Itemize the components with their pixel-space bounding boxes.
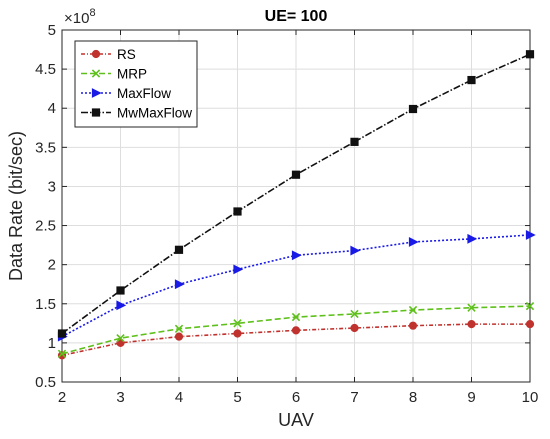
y-tick-label: 2 xyxy=(48,257,56,274)
data-point xyxy=(57,349,67,359)
data-point xyxy=(350,245,361,256)
x-tick-label: 9 xyxy=(467,389,475,406)
data-point xyxy=(467,233,478,244)
series-mwmaxflow xyxy=(57,50,535,338)
data-point xyxy=(233,329,242,338)
data-point xyxy=(408,104,418,114)
x-tick-label: 4 xyxy=(175,389,183,406)
data-point xyxy=(525,320,535,329)
data-point xyxy=(174,245,184,254)
x-tick-label: 8 xyxy=(409,389,417,406)
data-point xyxy=(116,300,127,311)
data-point xyxy=(525,230,536,240)
data-point xyxy=(57,329,67,338)
x-tick-label: 5 xyxy=(233,389,241,406)
y-tick-label: 4 xyxy=(48,100,56,117)
data-point xyxy=(91,49,101,59)
data-point xyxy=(291,312,301,322)
y-tick-label: 2.5 xyxy=(35,218,56,235)
data-point xyxy=(91,108,101,117)
data-point xyxy=(174,324,184,333)
data-point xyxy=(116,334,125,343)
data-point xyxy=(467,320,476,329)
legend-label: RS xyxy=(117,47,136,62)
x-tick-label: 10 xyxy=(522,389,539,406)
x-tick-label: 6 xyxy=(292,389,300,406)
y-tick-label: 3 xyxy=(48,178,56,195)
y-multiplier-exponent: 8 xyxy=(89,7,95,19)
data-point xyxy=(525,301,535,311)
legend: RS MRP MaxFlow MwMaxFlow xyxy=(74,40,198,128)
data-point xyxy=(408,305,418,315)
data-point xyxy=(174,332,184,341)
y-axis-title: Data Rate (bit/sec) xyxy=(6,131,26,281)
legend-label: MaxFlow xyxy=(117,86,171,101)
data-point xyxy=(408,237,419,247)
data-point xyxy=(291,170,301,179)
series-mrp xyxy=(57,301,535,359)
legend-item: MwMaxFlow xyxy=(81,106,192,121)
data-point xyxy=(291,250,302,261)
y-tick-label: 1.5 xyxy=(35,296,56,313)
y-multiplier: ×108 xyxy=(64,7,96,27)
data-point xyxy=(233,319,242,328)
legend-item: MaxFlow xyxy=(81,86,171,101)
y-tick-label: 3.5 xyxy=(35,139,56,156)
series-layer xyxy=(57,50,536,360)
data-point xyxy=(91,69,101,78)
data-point xyxy=(174,279,185,290)
data-point xyxy=(467,303,476,312)
data-point xyxy=(91,88,102,98)
data-point xyxy=(408,321,418,330)
legend-label: MRP xyxy=(117,67,147,82)
data-point xyxy=(350,323,359,333)
legend-item: MRP xyxy=(81,67,147,82)
x-tick-label: 2 xyxy=(58,389,66,406)
data-point xyxy=(233,207,242,216)
x-tick-label: 3 xyxy=(116,389,124,406)
y-multiplier-base: ×10 xyxy=(64,10,89,27)
data-point xyxy=(350,309,359,319)
axis-ticks: 2 3 4 5 6 7 8 9 10 0.5 1 1.5 2 2.5 3 3.5 4 4.5 5 xyxy=(35,22,538,406)
data-point xyxy=(525,50,535,59)
y-tick-label: 1 xyxy=(48,335,56,352)
y-tick-label: 5 xyxy=(48,22,56,39)
data-point xyxy=(233,264,244,275)
data-point xyxy=(350,137,359,146)
data-point xyxy=(467,75,476,85)
legend-label: MwMaxFlow xyxy=(117,106,192,121)
x-tick-label: 7 xyxy=(350,389,358,406)
data-point xyxy=(116,286,125,295)
x-axis-title: UAV xyxy=(278,410,314,430)
y-tick-label: 4.5 xyxy=(35,61,56,78)
y-tick-label: 0.5 xyxy=(35,374,56,391)
legend-item: RS xyxy=(81,47,136,62)
data-point xyxy=(291,326,301,335)
chart-title: UE= 100 xyxy=(265,8,328,25)
